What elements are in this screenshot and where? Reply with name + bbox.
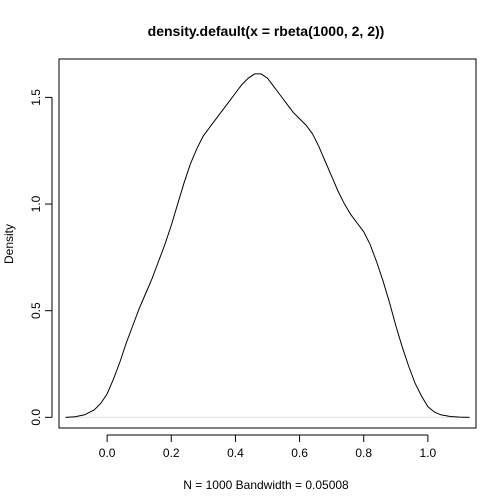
x-tick-label: 1.0 [420,446,437,460]
plot-frame [58,58,477,429]
y-tick-label: 1.0 [29,195,43,212]
x-tick-label: 0.0 [99,446,116,460]
x-tick-label: 0.2 [163,446,180,460]
chart-title: density.default(x = rbeta(1000, 2, 2)) [148,23,385,39]
y-tick-label: 1.5 [29,89,43,106]
x-axis-label: N = 1000 Bandwidth = 0.05008 [183,478,349,492]
x-tick-label: 0.8 [355,446,372,460]
density-line [65,73,470,418]
y-tick-label: 0.0 [29,409,43,426]
y-axis-label: Density [2,224,16,264]
y-tick-label: 0.5 [29,302,43,319]
x-tick-label: 0.4 [227,446,244,460]
x-axis: 0.0 0.2 0.4 0.6 0.8 1.0 [99,434,437,460]
x-tick-label: 0.6 [291,446,308,460]
y-axis: 0.0 0.5 1.0 1.5 [29,89,53,426]
